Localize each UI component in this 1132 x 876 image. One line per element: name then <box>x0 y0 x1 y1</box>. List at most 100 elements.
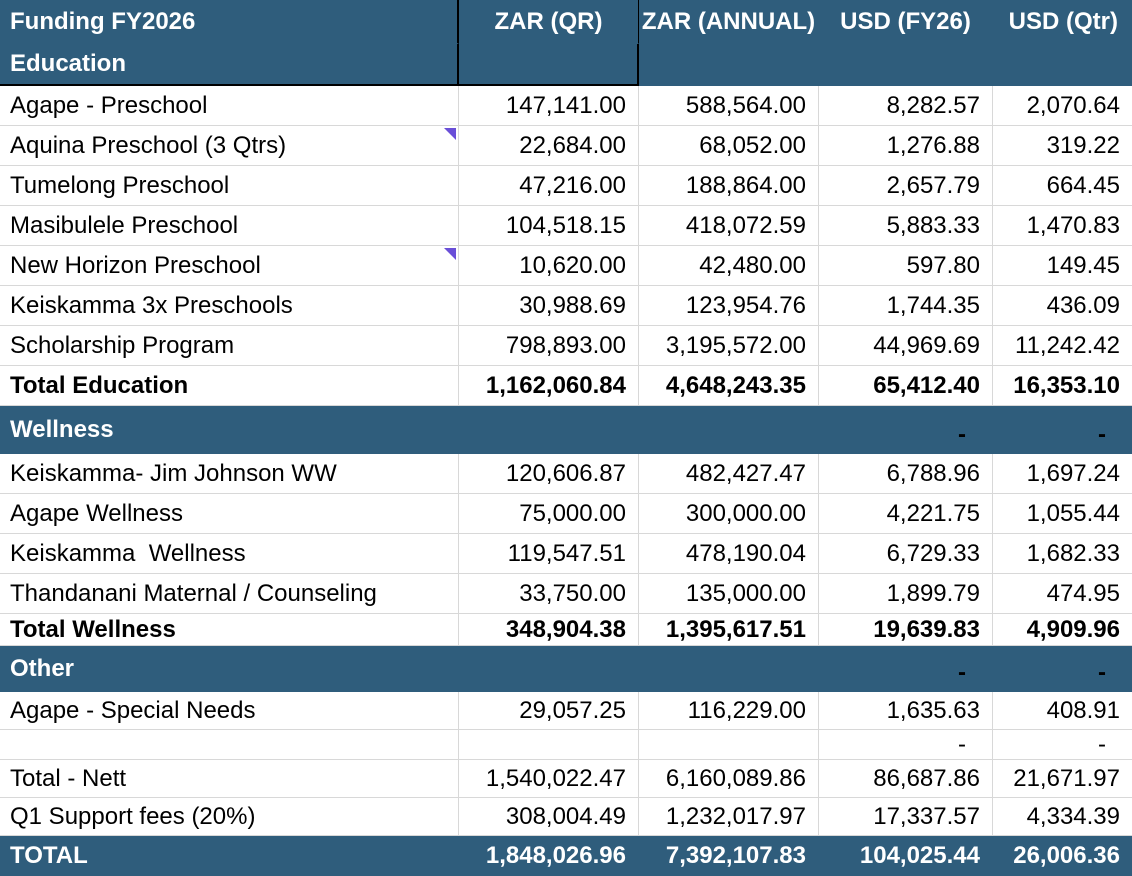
cell-usd-qtr[interactable]: 1,682.33 <box>993 534 1132 574</box>
header-zar-qr[interactable]: ZAR (QR) <box>459 0 639 44</box>
cell-usd-fy26[interactable]: 1,899.79 <box>819 574 993 614</box>
grand-total-label[interactable]: TOTAL <box>0 836 459 876</box>
section-cell[interactable] <box>639 44 819 86</box>
grand-total-usd-fy26[interactable]: 104,025.44 <box>819 836 993 876</box>
cell-zar-qr[interactable]: 22,684.00 <box>459 126 639 166</box>
row-name[interactable]: Agape Wellness <box>0 494 459 534</box>
total-zar-annual[interactable]: 1,395,617.51 <box>639 614 819 646</box>
cell-zar-qr[interactable]: 104,518.15 <box>459 206 639 246</box>
row-name-with-note[interactable]: New Horizon Preschool <box>0 246 459 286</box>
total-zar-annual[interactable]: 4,648,243.35 <box>639 366 819 406</box>
cell-usd-fy26[interactable]: 17,337.57 <box>819 798 993 836</box>
cell-zar-annual[interactable]: 42,480.00 <box>639 246 819 286</box>
cell-zar-annual[interactable]: 68,052.00 <box>639 126 819 166</box>
section-label[interactable]: Wellness <box>0 406 459 454</box>
cell-zar-annual[interactable]: 300,000.00 <box>639 494 819 534</box>
cell-usd-fy26[interactable]: 8,282.57 <box>819 86 993 126</box>
cell-usd-qtr[interactable]: 664.45 <box>993 166 1132 206</box>
cell-zar-qr[interactable]: 1,540,022.47 <box>459 760 639 798</box>
cell-usd-qtr[interactable]: 1,697.24 <box>993 454 1132 494</box>
total-zar-qr[interactable]: 1,162,060.84 <box>459 366 639 406</box>
grand-total-zar-annual[interactable]: 7,392,107.83 <box>639 836 819 876</box>
cell-usd-qtr[interactable]: 436.09 <box>993 286 1132 326</box>
cell-usd-qtr[interactable]: 4,334.39 <box>993 798 1132 836</box>
cell-usd-fy26[interactable]: 4,221.75 <box>819 494 993 534</box>
header-usd-fy26[interactable]: USD (FY26) <box>819 0 993 44</box>
cell-usd-fy26[interactable]: 86,687.86 <box>819 760 993 798</box>
blank-cell[interactable] <box>639 730 819 760</box>
section-cell[interactable] <box>639 406 819 454</box>
section-cell[interactable] <box>639 646 819 692</box>
cell-zar-annual[interactable]: 116,229.00 <box>639 692 819 730</box>
grand-total-usd-qtr[interactable]: 26,006.36 <box>993 836 1132 876</box>
cell-usd-fy26[interactable]: 6,788.96 <box>819 454 993 494</box>
cell-zar-qr[interactable]: 30,988.69 <box>459 286 639 326</box>
cell-zar-annual[interactable]: 188,864.00 <box>639 166 819 206</box>
cell-zar-annual[interactable]: 6,160,089.86 <box>639 760 819 798</box>
row-name-with-note[interactable]: Aquina Preschool (3 Qtrs) <box>0 126 459 166</box>
header-zar-annual[interactable]: ZAR (ANNUAL) <box>639 0 819 44</box>
cell-zar-annual[interactable]: 588,564.00 <box>639 86 819 126</box>
cell-usd-qtr[interactable]: 474.95 <box>993 574 1132 614</box>
row-name[interactable]: Agape - Preschool <box>0 86 459 126</box>
cell-usd-fy26[interactable]: 44,969.69 <box>819 326 993 366</box>
blank-cell[interactable] <box>0 730 459 760</box>
cell-zar-annual[interactable]: 135,000.00 <box>639 574 819 614</box>
row-name[interactable]: Total - Nett <box>0 760 459 798</box>
cell-zar-annual[interactable]: 3,195,572.00 <box>639 326 819 366</box>
row-name[interactable]: Keiskamma Wellness <box>0 534 459 574</box>
cell-usd-fy26[interactable]: 5,883.33 <box>819 206 993 246</box>
comment-indicator-icon[interactable] <box>444 128 456 140</box>
cell-zar-qr[interactable]: 147,141.00 <box>459 86 639 126</box>
total-label[interactable]: Total Education <box>0 366 459 406</box>
cell-usd-fy26[interactable]: 597.80 <box>819 246 993 286</box>
cell-usd-qtr[interactable]: 2,070.64 <box>993 86 1132 126</box>
cell-zar-qr[interactable]: 308,004.49 <box>459 798 639 836</box>
total-label[interactable]: Total Wellness <box>0 614 459 646</box>
section-dash[interactable]: - <box>993 646 1132 692</box>
header-title[interactable]: Funding FY2026 <box>0 0 459 44</box>
row-name[interactable]: Agape - Special Needs <box>0 692 459 730</box>
row-name[interactable]: Keiskamma- Jim Johnson WW <box>0 454 459 494</box>
row-name[interactable]: Tumelong Preschool <box>0 166 459 206</box>
cell-zar-annual[interactable]: 418,072.59 <box>639 206 819 246</box>
cell-usd-qtr[interactable]: 1,470.83 <box>993 206 1132 246</box>
comment-indicator-icon[interactable] <box>444 248 456 260</box>
section-cell[interactable] <box>459 646 639 692</box>
cell-zar-qr[interactable]: 798,893.00 <box>459 326 639 366</box>
total-usd-qtr[interactable]: 4,909.96 <box>993 614 1132 646</box>
cell-usd-qtr[interactable]: 21,671.97 <box>993 760 1132 798</box>
section-dash[interactable]: - <box>819 406 993 454</box>
row-name[interactable]: Masibulele Preschool <box>0 206 459 246</box>
cell-zar-annual[interactable]: 1,232,017.97 <box>639 798 819 836</box>
cell-zar-annual[interactable]: 482,427.47 <box>639 454 819 494</box>
total-usd-qtr[interactable]: 16,353.10 <box>993 366 1132 406</box>
cell-zar-qr[interactable]: 33,750.00 <box>459 574 639 614</box>
cell-zar-annual[interactable]: 123,954.76 <box>639 286 819 326</box>
section-label[interactable]: Education <box>0 44 459 86</box>
row-name[interactable]: Keiskamma 3x Preschools <box>0 286 459 326</box>
cell-usd-fy26[interactable]: 1,744.35 <box>819 286 993 326</box>
cell-zar-qr[interactable]: 29,057.25 <box>459 692 639 730</box>
cell-zar-annual[interactable]: 478,190.04 <box>639 534 819 574</box>
blank-dash[interactable]: - <box>819 730 993 760</box>
section-cell[interactable] <box>459 406 639 454</box>
section-label[interactable]: Other <box>0 646 459 692</box>
total-usd-fy26[interactable]: 65,412.40 <box>819 366 993 406</box>
row-name[interactable]: Thandanani Maternal / Counseling <box>0 574 459 614</box>
cell-usd-qtr[interactable]: 149.45 <box>993 246 1132 286</box>
blank-dash[interactable]: - <box>993 730 1132 760</box>
total-usd-fy26[interactable]: 19,639.83 <box>819 614 993 646</box>
cell-usd-fy26[interactable]: 6,729.33 <box>819 534 993 574</box>
section-cell[interactable] <box>993 44 1132 86</box>
blank-cell[interactable] <box>459 730 639 760</box>
section-dash[interactable]: - <box>993 406 1132 454</box>
total-zar-qr[interactable]: 348,904.38 <box>459 614 639 646</box>
cell-usd-fy26[interactable]: 1,276.88 <box>819 126 993 166</box>
cell-usd-qtr[interactable]: 319.22 <box>993 126 1132 166</box>
cell-usd-qtr[interactable]: 1,055.44 <box>993 494 1132 534</box>
row-name[interactable]: Scholarship Program <box>0 326 459 366</box>
cell-zar-qr[interactable]: 75,000.00 <box>459 494 639 534</box>
header-usd-qtr[interactable]: USD (Qtr) <box>993 0 1132 44</box>
grand-total-zar-qr[interactable]: 1,848,026.96 <box>459 836 639 876</box>
